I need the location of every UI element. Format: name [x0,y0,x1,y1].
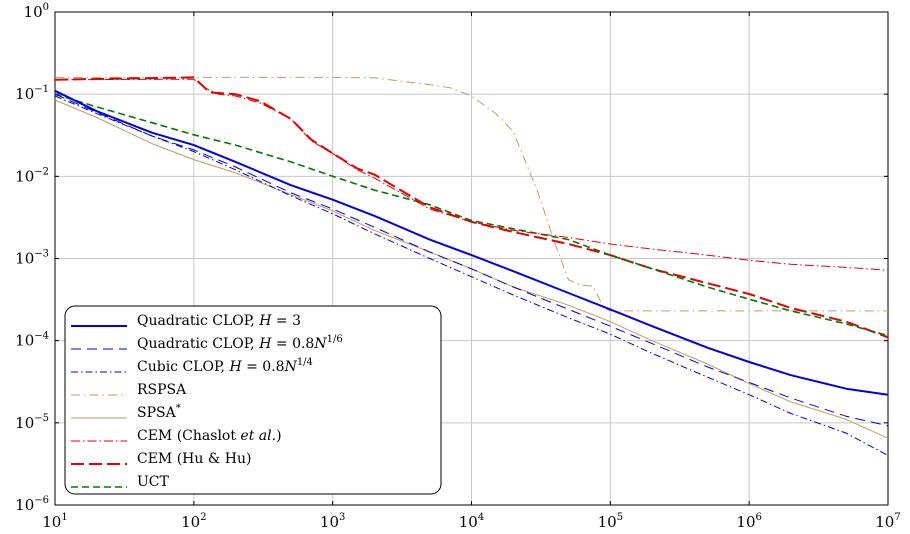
y-axis-tick-labels: 10−6 10−5 10−4 10−3 10−2 10−1 100 [15,2,49,514]
y-tick-label: 10−1 [15,84,49,103]
legend-entry-label: UCT [137,474,170,490]
legend-entry-label: RSPSA [137,382,187,398]
x-tick-label: 101 [42,512,67,531]
y-tick-label: 10−2 [15,166,49,185]
y-tick-label: 10−3 [15,249,49,268]
y-tick-label: 10−6 [15,495,49,514]
x-tick-label: 102 [181,512,206,531]
legend: Quadratic CLOP, H = 3 Quadratic CLOP, H =… [64,305,442,495]
legend-entry-label: Cubic CLOP, H = 0.8N1/4 [137,357,313,375]
legend-entry-label: Quadratic CLOP, H = 3 [137,313,301,329]
legend-entry-label: SPSA* [137,403,181,421]
series-line [54,89,889,396]
axis-ticks [54,11,889,506]
series-line [54,95,889,456]
legend-entry-label: CEM (Chaslot et al.) [137,428,282,444]
legend-box [64,305,442,495]
x-tick-label: 103 [320,512,345,531]
y-tick-label: 100 [24,2,49,21]
x-tick-label: 105 [598,512,623,531]
series-line [54,93,889,427]
legend-entry-label: Quadratic CLOP, H = 0.8N1/6 [137,334,343,352]
x-axis-tick-labels: 101 102 103 104 105 106 107 [42,512,900,531]
series-line [55,76,888,312]
y-tick-label: 10−4 [15,331,49,350]
y-tick-label: 10−5 [15,413,49,432]
legend-entry-label: CEM (Hu & Hu) [137,451,251,467]
series-line [54,93,889,337]
x-tick-label: 106 [736,512,761,531]
x-tick-label: 104 [459,512,484,531]
x-tick-label: 107 [875,512,900,531]
series-line [54,76,889,339]
series-lines [54,76,889,456]
